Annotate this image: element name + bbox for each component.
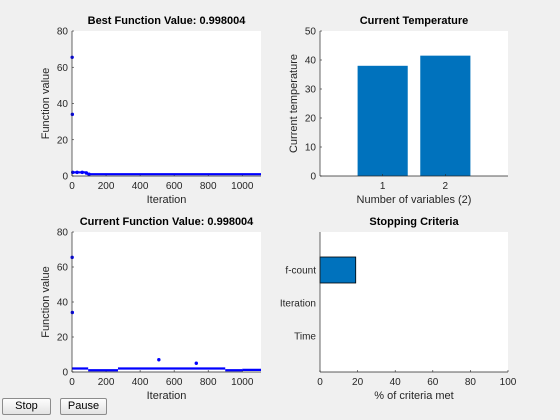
y-tick-label: f-count [285, 266, 316, 277]
x-tick-label: 2 [443, 181, 449, 192]
x-tick-label: 0 [69, 377, 75, 388]
data-point [157, 358, 161, 362]
y-tick-label: 60 [57, 63, 69, 74]
x-tick-label: 600 [166, 181, 183, 192]
y-tick-label: 20 [57, 333, 69, 344]
y-tick-label: Iteration [280, 299, 316, 310]
y-tick-label: 80 [57, 27, 69, 38]
x-tick-label: 80 [465, 377, 477, 388]
y-tick-label: 30 [305, 85, 317, 96]
bar [357, 65, 408, 176]
bar [319, 256, 357, 284]
x-tick-label: 800 [200, 377, 217, 388]
y-tick-label: 50 [305, 27, 317, 38]
x-tick-label: 0 [69, 181, 75, 192]
chart-title: Best Function Value: 0.998004 [88, 15, 247, 27]
y-tick-label: 40 [57, 298, 69, 309]
x-tick-label: 40 [390, 377, 402, 388]
chart-stopping: Stopping Criteria 0 20 40 60 80 100 f-count Iter… [280, 216, 517, 402]
y-tick-label: 0 [310, 172, 316, 183]
y-tick-label: 0 [62, 172, 68, 183]
x-tick-label: 20 [352, 377, 364, 388]
x-axis-label: % of criteria met [374, 390, 453, 402]
data-point [84, 171, 89, 175]
x-tick-label: 200 [98, 377, 115, 388]
chart-title: Current Temperature [360, 15, 469, 27]
x-tick-label: 400 [132, 377, 149, 388]
bar [420, 55, 471, 176]
x-tick-label: 200 [98, 181, 115, 192]
x-tick-label: 0 [317, 377, 323, 388]
x-tick-label: 1000 [231, 181, 254, 192]
data-point [87, 172, 91, 176]
data-point [70, 170, 75, 175]
data-point [194, 361, 198, 365]
x-tick-label: 1 [380, 181, 386, 192]
x-tick-label: 800 [200, 181, 217, 192]
x-axis-label: Number of variables (2) [357, 194, 472, 206]
plot-area [320, 232, 508, 372]
pause-button[interactable]: Pause [60, 398, 107, 415]
chart-title: Stopping Criteria [369, 216, 459, 228]
y-tick-label: 10 [305, 143, 317, 154]
y-tick-label: 40 [57, 99, 69, 110]
y-axis-label: Current temperature [288, 54, 300, 153]
chart-temperature: Current Temperature 0 10 20 30 40 50 1 2 Number o… [288, 15, 508, 206]
y-tick-label: 40 [305, 56, 317, 67]
x-tick-label: 400 [132, 181, 149, 192]
x-tick-label: 60 [427, 377, 439, 388]
y-tick-label: 20 [305, 114, 317, 125]
plot-area [72, 232, 261, 372]
y-tick-label: Time [294, 332, 316, 343]
x-axis-label: Iteration [147, 194, 187, 206]
x-tick-label: 1000 [231, 377, 254, 388]
data-point [75, 170, 79, 175]
x-axis-label: Iteration [147, 390, 187, 402]
y-tick-label: 60 [57, 263, 69, 274]
x-tick-label: 100 [500, 377, 517, 388]
y-axis-label: Function value [40, 68, 52, 140]
y-tick-label: 20 [57, 135, 69, 146]
stop-button[interactable]: Stop [2, 398, 51, 415]
data-point [80, 170, 84, 175]
plot-area [320, 31, 508, 176]
plot-area [72, 31, 261, 176]
y-tick-label: 80 [57, 228, 69, 239]
y-tick-label: 0 [62, 368, 68, 379]
y-axis-label: Function value [40, 266, 52, 338]
x-tick-label: 600 [166, 377, 183, 388]
chart-title: Current Function Value: 0.998004 [80, 216, 254, 228]
